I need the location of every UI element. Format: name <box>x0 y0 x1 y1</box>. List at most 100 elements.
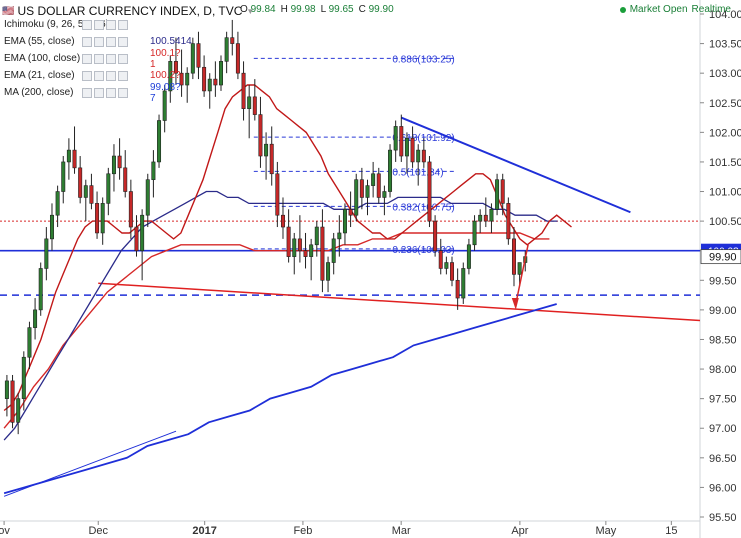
eye-icon[interactable] <box>82 70 92 81</box>
candle-body <box>4 380 9 399</box>
indicator-name: MA (200, close) <box>4 87 74 98</box>
candle-body <box>145 179 150 216</box>
market-open-dot-icon <box>619 6 626 13</box>
candle-body <box>416 149 421 163</box>
candle-body <box>461 268 466 299</box>
y-tick-label: 102.50 <box>709 98 741 110</box>
candle-body <box>388 149 393 192</box>
candle-body <box>309 244 314 257</box>
y-tick-label: 99.00 <box>709 305 737 317</box>
indicator-row[interactable]: EMA (55, close) 100.5414 <box>0 33 192 50</box>
close-icon[interactable] <box>106 36 116 47</box>
candle-body <box>326 262 331 281</box>
candle-body <box>348 208 353 216</box>
eye-icon[interactable] <box>82 53 92 64</box>
eye-icon[interactable] <box>82 36 92 47</box>
candle-body <box>466 244 471 269</box>
market-status: Market Open Realtime <box>619 4 731 15</box>
ohlc-key: H <box>280 4 291 15</box>
support-trendline <box>98 282 701 322</box>
ohlc-l: L 99.65 <box>321 4 354 15</box>
symbol-title[interactable]: US DOLLAR CURRENCY INDEX, D, TVC <box>17 4 243 18</box>
y-tick-label: 96.00 <box>709 482 737 494</box>
candle-body <box>303 250 308 257</box>
indicator-controls <box>82 36 128 47</box>
candle-body <box>337 232 342 240</box>
candle-body <box>399 126 404 157</box>
y-tick-label: 97.00 <box>709 423 737 435</box>
more-icon[interactable] <box>118 53 128 64</box>
resistance-trendline <box>400 116 631 214</box>
candle-body <box>450 262 454 281</box>
x-tick-label: Mar <box>392 525 411 537</box>
ohlc-o: O 99.84 <box>240 4 276 15</box>
indicator-row[interactable]: Ichimoku (9, 26, 52, 26) <box>0 16 128 33</box>
indicator-controls <box>82 19 128 30</box>
indicator-name: Ichimoku (9, 26, 52, 26) <box>4 19 110 30</box>
y-tick-label: 101.50 <box>709 157 741 169</box>
candle-body <box>433 220 438 252</box>
settings-icon[interactable] <box>94 70 104 81</box>
x-tick-label: Dec <box>88 525 108 537</box>
eye-icon[interactable] <box>82 19 92 30</box>
indicator-value: 100.2? <box>150 70 181 81</box>
candle-body <box>371 173 376 186</box>
candle-body <box>49 214 54 240</box>
more-icon[interactable] <box>118 87 128 98</box>
x-tick-label: 2017 <box>192 525 216 537</box>
eye-icon[interactable] <box>82 87 92 98</box>
candle-body <box>320 226 325 281</box>
candle-body <box>359 179 364 198</box>
ema100-line <box>3 232 550 429</box>
close-icon[interactable] <box>106 70 116 81</box>
candle-body <box>95 203 100 234</box>
candle-body <box>83 185 88 198</box>
flag-icon: 🇺🇸 <box>2 5 15 17</box>
candle-body <box>190 43 195 74</box>
candle-body <box>342 208 347 234</box>
settings-icon[interactable] <box>94 87 104 98</box>
close-icon[interactable] <box>106 87 116 98</box>
y-tick-label: 97.50 <box>709 394 737 406</box>
ohlc-readout: O 99.84 H 99.98 L 99.65 C 99.90 <box>240 4 394 15</box>
ohlc-value: 99.65 <box>328 4 354 15</box>
last-price-tag-text: 99.90 <box>709 252 737 264</box>
last-price-tag <box>700 249 741 265</box>
candle-body <box>10 380 15 423</box>
settings-icon[interactable] <box>94 19 104 30</box>
candle-body <box>410 137 415 163</box>
y-tick-label: 101.00 <box>709 187 741 199</box>
candle-body <box>382 191 387 198</box>
indicator-row[interactable]: EMA (100, close) 100.1?1 <box>0 48 181 70</box>
more-icon[interactable] <box>118 36 128 47</box>
more-icon[interactable] <box>118 70 128 81</box>
candle-body <box>66 149 71 163</box>
candle-body <box>269 143 274 175</box>
indicator-row[interactable]: MA (200, close) 99.08?7 <box>0 82 181 104</box>
candle-body <box>207 78 212 92</box>
settings-icon[interactable] <box>94 53 104 64</box>
close-icon[interactable] <box>106 19 116 30</box>
candle-body <box>483 214 488 222</box>
candle-body <box>213 78 218 86</box>
settings-icon[interactable] <box>94 36 104 47</box>
candle-body <box>489 208 494 222</box>
close-icon[interactable] <box>106 53 116 64</box>
indicator-value: 99.08?7 <box>150 81 181 104</box>
y-tick-label: 99.50 <box>709 275 737 287</box>
candle-body <box>247 96 252 109</box>
market-status-text: Market Open <box>629 4 688 15</box>
candle-body <box>427 161 432 222</box>
candle-body <box>241 72 246 109</box>
indicator-controls <box>82 70 128 81</box>
candle-body <box>202 66 207 92</box>
indicator-controls <box>82 87 128 98</box>
indicator-row[interactable]: EMA (21, close) 100.2? <box>0 67 181 84</box>
ma200-line <box>3 303 557 495</box>
y-tick-label: 102.00 <box>709 127 741 139</box>
y-tick-label: 103.50 <box>709 39 741 51</box>
chevron-down-icon[interactable]: ▼ <box>246 6 255 16</box>
more-icon[interactable] <box>118 19 128 30</box>
